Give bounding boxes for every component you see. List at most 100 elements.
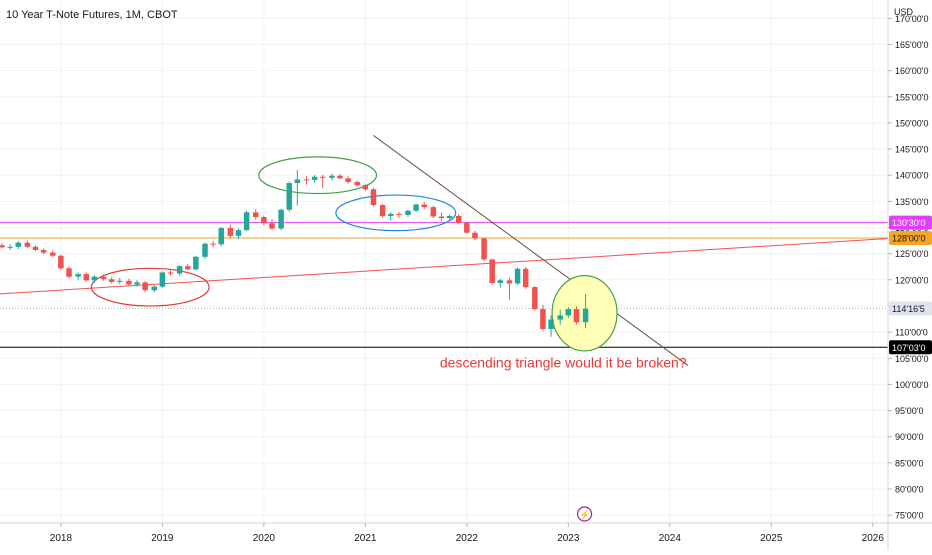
candle xyxy=(91,275,98,283)
candle-body xyxy=(117,280,123,282)
candle xyxy=(472,230,478,241)
candle-body xyxy=(489,259,495,283)
candle-body xyxy=(319,176,326,178)
x-tick-label: 2019 xyxy=(151,533,174,544)
candle xyxy=(370,187,377,207)
candle xyxy=(565,307,572,318)
candle-body xyxy=(126,280,132,285)
candle-body xyxy=(15,242,22,247)
trendline[interactable] xyxy=(0,237,889,295)
candle xyxy=(522,266,529,289)
candle xyxy=(218,226,224,247)
candle-body xyxy=(405,210,411,215)
candle-body xyxy=(506,280,513,284)
candle xyxy=(455,213,462,225)
candle xyxy=(532,286,538,311)
candle-body xyxy=(176,266,183,274)
ellipse-drawing[interactable] xyxy=(258,156,378,195)
candle-body xyxy=(522,268,529,288)
candle xyxy=(75,272,81,281)
annotation-layer: descending triangle would it be broken? ⚡ xyxy=(440,355,687,522)
candle xyxy=(134,280,140,287)
ellipse-drawing[interactable] xyxy=(335,194,457,232)
candle xyxy=(345,176,351,184)
candle-body xyxy=(32,246,39,250)
currency-label: USD xyxy=(894,7,914,17)
candle-body xyxy=(455,215,462,223)
candle-body xyxy=(108,279,115,282)
x-tick-label: 2022 xyxy=(456,533,479,544)
candle xyxy=(193,255,199,271)
candle xyxy=(506,277,513,300)
candle-body xyxy=(446,215,453,219)
y-tick-label: 120'00'0 xyxy=(895,275,928,285)
annotation-text[interactable]: descending triangle would it be broken? xyxy=(440,355,687,371)
candle xyxy=(379,203,386,218)
price-axis[interactable]: 75'00'0 80'00'0 85'00'0 90'00'0 95'00'0 100'0… xyxy=(887,0,928,550)
candle-body xyxy=(202,243,208,257)
candle-body xyxy=(396,213,402,215)
candle-body xyxy=(464,222,470,233)
candle xyxy=(159,271,166,288)
lightning-icon: ⚡ xyxy=(579,509,590,521)
candle-body xyxy=(100,276,107,280)
candle xyxy=(235,228,242,240)
x-tick-label: 2026 xyxy=(862,533,885,544)
y-tick-label: 165'00'0 xyxy=(895,40,928,50)
candle xyxy=(252,209,259,220)
candle xyxy=(438,212,445,221)
time-axis[interactable]: 2018 2019 2020 2021 2022 2023 2024 2025 2026 xyxy=(0,522,932,544)
y-tick-label: 170'00'0 xyxy=(895,14,928,24)
candle-body xyxy=(142,282,148,291)
x-tick-label: 2025 xyxy=(760,533,783,544)
level-price-label: 107'03'0 xyxy=(892,343,925,353)
candle xyxy=(303,176,310,185)
trendline[interactable] xyxy=(373,135,689,366)
x-tick-label: 2023 xyxy=(557,533,580,544)
candle xyxy=(100,274,107,281)
grid-layer xyxy=(0,0,888,523)
candle-body xyxy=(58,255,64,269)
candle xyxy=(514,267,521,286)
y-tick-label: 135'00'0 xyxy=(895,197,928,207)
candle xyxy=(151,285,158,293)
level-price-tag xyxy=(889,230,932,245)
y-tick-label: 80'00'0 xyxy=(895,485,923,495)
candle xyxy=(573,306,580,325)
candle xyxy=(464,221,470,234)
y-tick-label: 160'00'0 xyxy=(895,66,928,76)
candle xyxy=(15,241,22,249)
level-price-tag xyxy=(889,340,932,355)
candle-body xyxy=(354,182,360,186)
x-tick-label: 2021 xyxy=(354,533,377,544)
candle xyxy=(227,224,234,238)
event-marker-icon[interactable] xyxy=(576,506,593,522)
candle xyxy=(319,174,326,189)
candle-body xyxy=(379,205,386,216)
candle xyxy=(387,212,394,221)
candle-body xyxy=(218,228,224,245)
y-tick-label: 75'00'0 xyxy=(895,511,923,521)
candle xyxy=(354,180,360,187)
y-tick-label: 110'00'0 xyxy=(895,328,928,338)
candle-body xyxy=(573,309,580,323)
x-tick-label: 2018 xyxy=(50,533,73,544)
candle-body xyxy=(472,232,478,239)
candle-body xyxy=(0,245,5,248)
candle-body xyxy=(235,230,242,236)
candle xyxy=(32,245,39,252)
candle-body xyxy=(303,179,310,181)
candle-body xyxy=(243,212,250,231)
y-tick-label: 100'00'0 xyxy=(895,380,928,390)
ellipse-drawing[interactable] xyxy=(90,267,210,307)
candle-body xyxy=(497,280,504,283)
candle-body xyxy=(66,268,72,277)
candle xyxy=(294,169,301,206)
candle-body xyxy=(438,216,445,219)
y-tick-label: 95'00'0 xyxy=(895,406,923,416)
candle xyxy=(142,280,148,293)
y-tick-label: 145'00'0 xyxy=(895,145,928,155)
candle-body xyxy=(540,309,546,329)
